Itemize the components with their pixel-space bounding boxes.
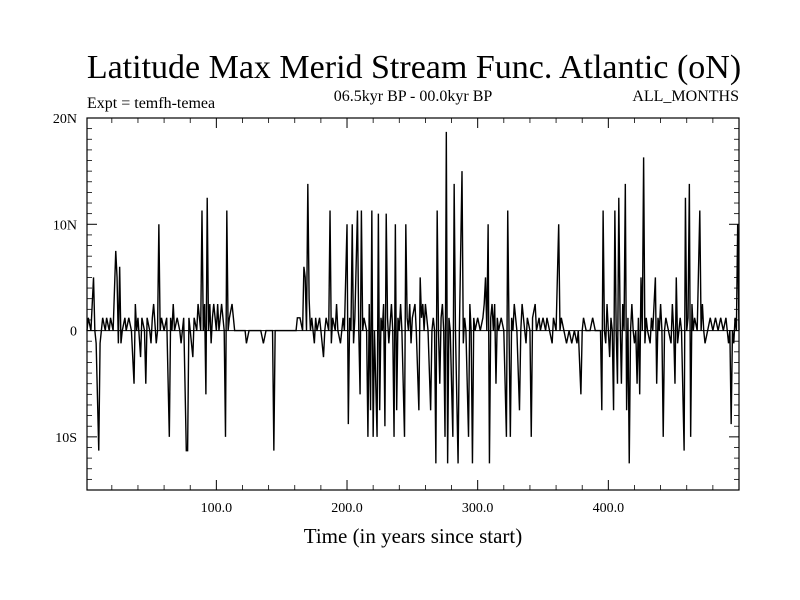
y-tick-label: 0 [70,325,77,340]
y-tick-label: 10N [53,218,77,233]
series-group [86,131,740,464]
x-tick-labels: 100.0 200.0 300.0 400.0 [201,501,624,516]
y-tick-label: 10S [55,431,77,446]
chart-title: Latitude Max Merid Stream Func. Atlantic… [87,49,741,86]
y-tick-labels: 20N 10N 0 10S [53,112,77,446]
months-label: ALL_MONTHS [632,88,739,105]
plot-frame [86,117,740,491]
experiment-label: Expt = temfh-temea [87,95,215,112]
x-axis-label: Time (in years since start) [304,524,523,548]
series-line-0 [86,131,740,464]
y-tick-label: 20N [53,112,77,127]
x-tick-label: 200.0 [331,501,363,516]
x-tick-label: 300.0 [462,501,494,516]
axis-ticks [87,117,739,491]
period-label: 06.5kyr BP - 00.0kyr BP [334,88,493,105]
x-tick-label: 400.0 [593,501,625,516]
x-tick-label: 100.0 [201,501,233,516]
